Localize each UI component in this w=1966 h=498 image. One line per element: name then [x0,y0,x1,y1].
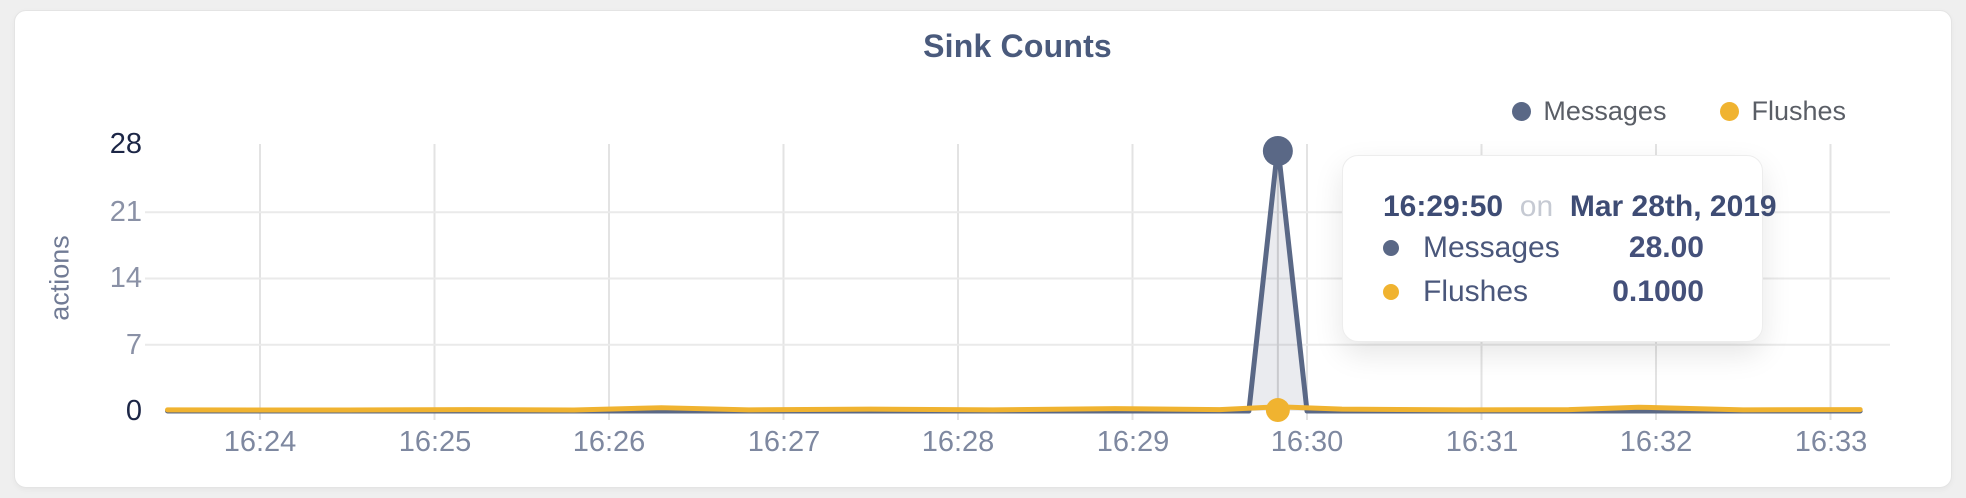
chart-title: Sink Counts [923,28,1112,64]
tooltip-connector: on [1519,190,1554,223]
x-tick: 16:26 [572,426,646,458]
x-tick: 16:28 [921,426,995,458]
tooltip-date: Mar 28th, 2019 [1569,190,1777,223]
tooltip-row-messages: Messages 28.00 [1383,228,1704,268]
tooltip-row-label: Messages [1423,231,1560,264]
flushes-dot-icon [1383,284,1399,300]
legend-label: Messages [1543,96,1667,126]
tooltip-row-label: Flushes [1423,275,1529,308]
y-tick-7: 7 [125,329,142,361]
messages-legend-dot-icon [1512,102,1532,121]
y-tick-14: 14 [109,262,142,294]
tooltip-time: 16:29:50 [1383,190,1504,223]
x-tick: 16:24 [223,426,297,458]
x-tick: 16:30 [1270,426,1344,458]
tooltip-row-value: 0.1000 [1612,275,1704,308]
x-tick: 16:25 [398,426,472,458]
messages-hover-marker [1262,136,1293,166]
messages-dot-icon [1383,240,1399,256]
flushes-hover-marker [1265,398,1290,423]
y-tick-0: 0 [125,395,142,427]
tooltip-header: 16:29:50 on Mar 28th, 2019 [1383,190,1777,224]
flushes-line [165,404,1863,413]
x-tick: 16:33 [1794,426,1868,458]
flushes-legend-dot-icon [1720,102,1740,121]
x-tick: 16:31 [1445,426,1519,458]
y-tick-21: 21 [109,196,142,228]
x-tick: 16:29 [1096,426,1170,458]
legend: Messages Flushes [1512,96,1846,127]
legend-item-messages[interactable]: Messages [1512,96,1666,127]
x-tick: 16:32 [1619,426,1693,458]
legend-item-flushes[interactable]: Flushes [1720,96,1846,127]
tooltip-row-flushes: Flushes 0.1000 [1383,272,1704,312]
x-tick: 16:27 [747,426,821,458]
y-tick-28: 28 [109,128,142,160]
legend-label: Flushes [1751,96,1846,126]
hover-tooltip: 16:29:50 on Mar 28th, 2019 Messages 28.0… [1342,155,1777,342]
tooltip-row-value: 28.00 [1628,231,1704,264]
